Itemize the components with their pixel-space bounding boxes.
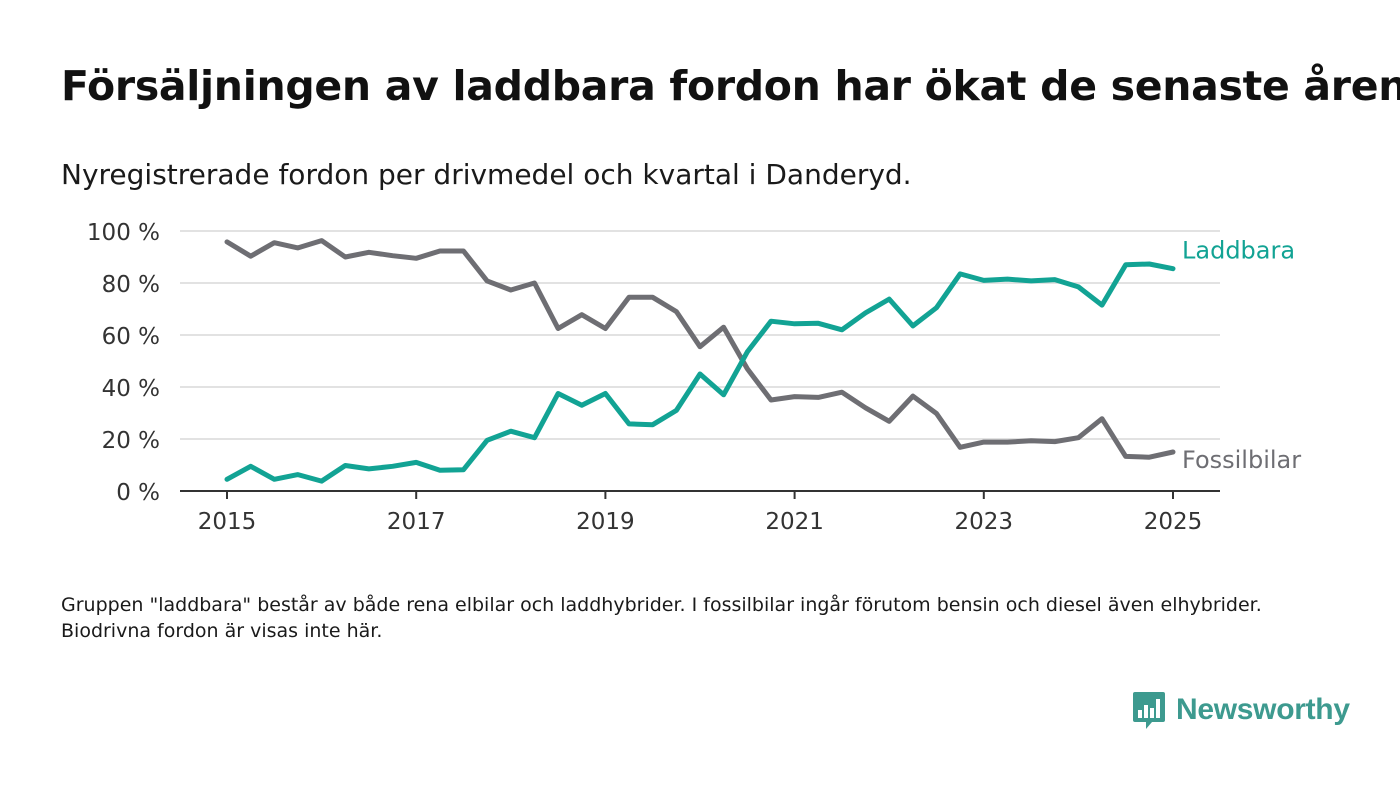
y-tick-label: 100 % xyxy=(87,220,160,246)
series-line-fossilbilar xyxy=(224,238,1176,460)
footnote: Gruppen "laddbara" består av både rena e… xyxy=(61,594,1262,642)
series-label-fossilbilar: Fossilbilar xyxy=(1182,446,1301,474)
line-chart: 0 % 20 % 40 % 60 % 80 % 100 % 2015 2017 2019 202… xyxy=(87,220,1301,535)
chart-title: Försäljningen av laddbara fordon har öka… xyxy=(61,62,1400,110)
y-tick-label: 20 % xyxy=(102,428,160,454)
x-axis: 2015 2017 2019 2021 2023 2025 xyxy=(180,490,1220,535)
chart-subtitle: Nyregistrerade fordon per drivmedel och … xyxy=(61,158,912,191)
y-tick-label: 40 % xyxy=(102,376,160,402)
series-labels: Laddbara Fossilbilar xyxy=(1182,237,1301,474)
y-tick-label: 80 % xyxy=(102,272,160,298)
series-lines xyxy=(224,238,1176,484)
grid-lines xyxy=(180,230,1220,440)
x-tick-label: 2023 xyxy=(955,509,1014,535)
series-label-laddbara: Laddbara xyxy=(1182,237,1295,265)
x-tick-label: 2017 xyxy=(387,509,446,535)
x-tick-label: 2021 xyxy=(765,509,824,535)
y-tick-label: 0 % xyxy=(116,480,160,506)
brand-name: Newsworthy xyxy=(1176,693,1350,726)
x-tick-label: 2019 xyxy=(576,509,635,535)
newsworthy-logo-icon xyxy=(1133,692,1165,729)
x-tick-label: 2015 xyxy=(198,509,257,535)
x-tick-label: 2025 xyxy=(1144,509,1203,535)
series-line-laddbara xyxy=(224,261,1176,484)
newsworthy-logo[interactable]: Newsworthy xyxy=(1132,690,1350,730)
y-axis-ticks: 0 % 20 % 40 % 60 % 80 % 100 % xyxy=(87,220,160,506)
y-tick-label: 60 % xyxy=(102,324,160,350)
